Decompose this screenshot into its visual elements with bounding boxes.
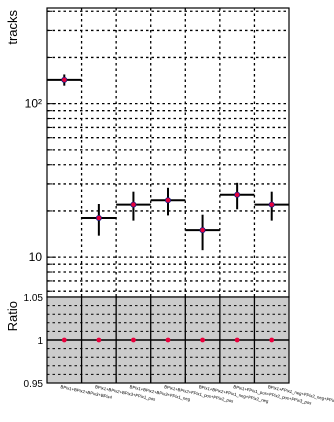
main-data-point: [234, 191, 241, 198]
main-error-bars: [47, 74, 289, 251]
ratio-y-tick-label: 1.05: [24, 293, 44, 304]
main-y-ticks: 10 10²: [25, 10, 56, 292]
ratio-data-point: [200, 337, 205, 343]
main-grid: [47, 8, 289, 297]
x-tick-labels: BPix1+BPix2+BPix3+BPix4BPix1+BPix2+BPix3…: [60, 384, 334, 406]
main-data-point: [95, 214, 102, 221]
ratio-data-point: [269, 337, 275, 343]
main-plot-frame: [46, 7, 290, 298]
ratio-axis-label: Ratio: [5, 301, 20, 331]
main-data-point: [61, 76, 68, 83]
ratio-data-point: [96, 337, 102, 343]
main-data-point: [164, 197, 171, 204]
ratio-y-tick-label: 0.95: [24, 379, 44, 390]
ratio-data-point: [131, 337, 136, 343]
main-points: [61, 76, 275, 234]
main-y-tick-label: 10²: [25, 97, 42, 111]
main-data-point: [130, 201, 137, 208]
ratio-data-point: [234, 337, 240, 343]
main-panel: 10 10² tracks: [5, 7, 290, 298]
ratio-data-point: [165, 337, 171, 343]
ratio-panel: 0.95 1 1.05 Ratio BPix1+BPix2+BPix3+BPix4B…: [5, 293, 334, 406]
ratio-points: [61, 337, 275, 343]
main-data-point: [199, 227, 206, 234]
main-data-point: [268, 201, 275, 208]
ratio-data-point: [61, 337, 67, 343]
ratio-y-tick-label: 1: [37, 336, 43, 347]
ratio-plot-frame: [46, 296, 290, 384]
y-axis-label: tracks: [5, 10, 20, 45]
main-y-tick-label: 10: [29, 250, 43, 264]
